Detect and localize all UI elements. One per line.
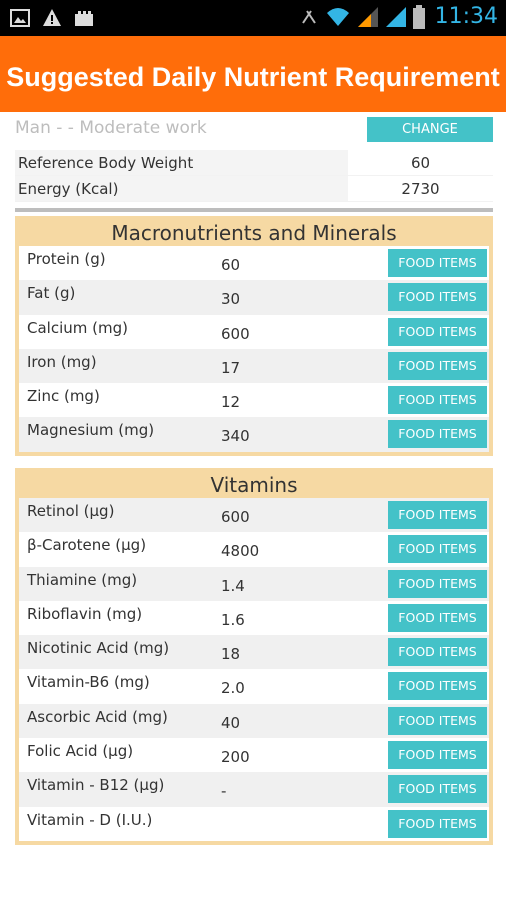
nutrient-label: Fat (g) — [27, 284, 76, 303]
food-items-button[interactable]: FOOD ITEMS — [388, 317, 487, 346]
gift-icon — [75, 11, 93, 26]
table-row: Vitamin-B6 (mg) 2.0 FOOD ITEMS — [19, 669, 489, 704]
nutrient-value: 18 — [221, 645, 241, 664]
nutrient-label: Retinol (µg) — [27, 502, 115, 520]
nutrient-value: 17 — [221, 358, 241, 377]
battery-icon — [412, 4, 425, 29]
table-row: Protein (g) 60 FOOD ITEMS — [19, 246, 489, 281]
no-sync-icon — [301, 9, 316, 24]
table-row: Retinol (µg) 600 FOOD ITEMS — [19, 498, 489, 533]
app-header: Suggested Daily Nutrient Requirement — [0, 36, 506, 112]
macronutrients-section: Macronutrients and Minerals Protein (g) … — [15, 216, 493, 456]
signal-icon — [385, 6, 406, 27]
nutrient-value: 12 — [221, 393, 241, 412]
table-row: Ascorbic Acid (mg) 40 FOOD ITEMS — [19, 703, 489, 739]
table-row: Fat (g) 30 FOOD ITEMS — [19, 280, 489, 315]
nutrient-value: 1.4 — [221, 576, 245, 595]
food-items-button[interactable]: FOOD ITEMS — [388, 535, 487, 564]
table-row: Vitamin - B12 (µg) - FOOD ITEMS — [19, 772, 489, 807]
food-items-button[interactable]: FOOD ITEMS — [388, 638, 487, 667]
nutrient-label: Vitamin - B12 (µg) — [27, 776, 165, 795]
table-row: Thiamine (mg) 1.4 FOOD ITEMS — [19, 566, 489, 601]
nutrient-value: 340 — [221, 427, 250, 446]
status-bar: 11:34 — [0, 0, 506, 36]
food-items-button[interactable]: FOOD ITEMS — [388, 809, 487, 838]
table-row: Zinc (mg) 12 FOOD ITEMS — [19, 383, 489, 418]
nutrient-value: - — [221, 782, 227, 801]
warning-icon — [43, 9, 61, 26]
nutrient-label: Protein (g) — [27, 250, 106, 268]
food-items-button[interactable]: FOOD ITEMS — [388, 603, 487, 632]
food-items-button[interactable]: FOOD ITEMS — [388, 283, 487, 312]
table-row: Vitamin - D (I.U.) FOOD ITEMS — [19, 806, 489, 841]
nutrient-label: Vitamin-B6 (mg) — [27, 673, 150, 692]
nutrient-label: Folic Acid (µg) — [27, 742, 134, 761]
nutrient-label: Vitamin - D (I.U.) — [27, 810, 153, 829]
profile-summary: Man - - Moderate work — [15, 118, 207, 138]
table-row: β-Carotene (µg) 4800 FOOD ITEMS — [19, 532, 489, 567]
page-title: Suggested Daily Nutrient Requirement — [6, 62, 500, 92]
nutrient-label: Iron (mg) — [27, 352, 97, 371]
food-items-button[interactable]: FOOD ITEMS — [388, 249, 487, 277]
nutrient-value: 200 — [221, 748, 250, 767]
table-row: Magnesium (mg) 340 FOOD ITEMS — [19, 417, 489, 452]
food-items-button[interactable]: FOOD ITEMS — [388, 706, 487, 735]
nutrient-value: 60 — [221, 256, 241, 274]
food-items-button[interactable]: FOOD ITEMS — [388, 775, 487, 804]
nutrient-label: Zinc (mg) — [27, 387, 100, 406]
reference-table: Reference Body Weight 60 Energy (Kcal) 2… — [15, 150, 493, 202]
food-items-button[interactable]: FOOD ITEMS — [388, 741, 487, 770]
section-title: Macronutrients and Minerals — [111, 221, 397, 245]
food-items-button[interactable]: FOOD ITEMS — [388, 672, 487, 701]
nutrient-value: 600 — [221, 324, 250, 343]
food-items-button[interactable]: FOOD ITEMS — [388, 420, 487, 449]
food-items-button[interactable]: FOOD ITEMS — [388, 569, 487, 598]
section-title: Vitamins — [210, 473, 298, 497]
wifi-icon — [326, 7, 349, 26]
food-items-button[interactable]: FOOD ITEMS — [388, 501, 487, 529]
food-items-button[interactable]: FOOD ITEMS — [388, 386, 487, 415]
nutrient-label: Thiamine (mg) — [27, 570, 138, 589]
nutrient-value: 4800 — [221, 542, 260, 561]
nutrient-label: Calcium (mg) — [27, 318, 128, 337]
reference-label: Energy (Kcal) — [15, 176, 348, 201]
reference-value: 2730 — [348, 176, 493, 201]
nutrient-label: Nicotinic Acid (mg) — [27, 639, 170, 658]
signal-icon — [357, 6, 378, 27]
food-items-button[interactable]: FOOD ITEMS — [388, 351, 487, 380]
reference-row: Reference Body Weight 60 — [15, 150, 493, 176]
vitamins-section: Vitamins Retinol (µg) 600 FOOD ITEMS β-C… — [15, 468, 493, 845]
table-row: Nicotinic Acid (mg) 18 FOOD ITEMS — [19, 635, 489, 670]
nutrient-label: Ascorbic Acid (mg) — [27, 707, 168, 726]
divider — [15, 208, 493, 212]
table-row: Riboflavin (mg) 1.6 FOOD ITEMS — [19, 600, 489, 636]
table-row: Iron (mg) 17 FOOD ITEMS — [19, 348, 489, 384]
reference-row: Energy (Kcal) 2730 — [15, 176, 493, 202]
nutrient-value: 1.6 — [221, 610, 245, 629]
nutrient-label: Magnesium (mg) — [27, 421, 155, 440]
reference-value: 60 — [348, 150, 493, 175]
nutrient-value: 40 — [221, 713, 241, 732]
image-icon — [10, 9, 30, 27]
table-row: Folic Acid (µg) 200 FOOD ITEMS — [19, 738, 489, 773]
nutrient-label: β-Carotene (µg) — [27, 536, 147, 555]
nutrient-value: 600 — [221, 508, 250, 526]
nutrient-label: Riboflavin (mg) — [27, 604, 143, 623]
reference-label: Reference Body Weight — [15, 150, 348, 175]
nutrient-value: 30 — [221, 290, 241, 309]
table-row: Calcium (mg) 600 FOOD ITEMS — [19, 314, 489, 349]
nutrient-value: 2.0 — [221, 679, 245, 698]
clock: 11:34 — [434, 4, 498, 29]
change-button[interactable]: CHANGE — [367, 117, 493, 142]
